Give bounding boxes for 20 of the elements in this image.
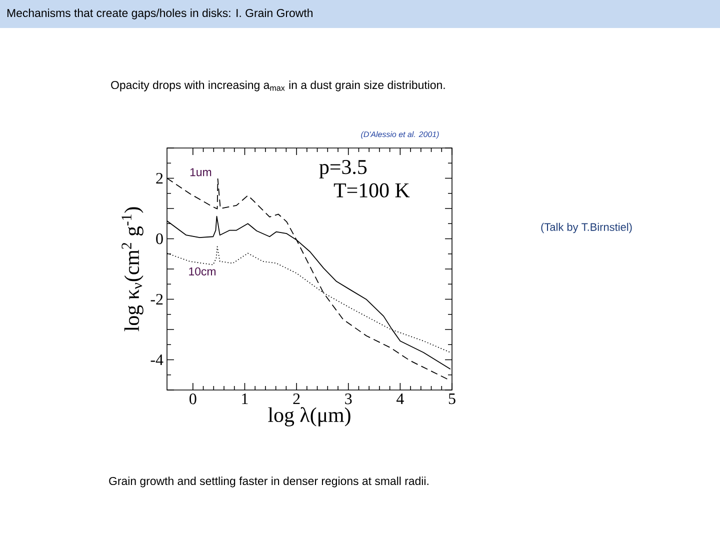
y-tick-label: -4: [150, 354, 164, 365]
x-axis-title: log λ(μm): [268, 407, 350, 426]
y-tick-label: 2: [156, 172, 163, 184]
annotation: T=100 K: [334, 183, 410, 198]
x-tick-label: 4: [396, 394, 404, 404]
x-tick-label: 0: [190, 394, 196, 404]
y-axis-title: log κ$_{ν}$(cm$^{2}$ g$^{-1}$): [122, 207, 144, 332]
y-tick-label: -2: [150, 294, 163, 305]
x-tick-label: 1: [242, 394, 248, 404]
chart-subtitle: Opacity drops with increasing a$_{max}$ in a dust grain size distribution.: [111, 80, 445, 92]
annotation: 10cm: [189, 267, 216, 276]
x-tick-label: 2: [293, 394, 300, 404]
chart-title: Mechanisms that create gaps/holes in disks: I. Grain Growth: [7, 8, 312, 20]
x-tick-label: 5: [448, 394, 456, 404]
y-tick-label: 0: [156, 233, 163, 244]
x-tick-label: 3: [345, 394, 352, 404]
text: (Talk by T.Birnstiel): [541, 222, 632, 234]
annotation: p=3.5: [319, 160, 367, 178]
annotation: 1um: [190, 168, 212, 176]
text: Grain growth and settling faster in denser regions at small radii.: [109, 476, 428, 488]
